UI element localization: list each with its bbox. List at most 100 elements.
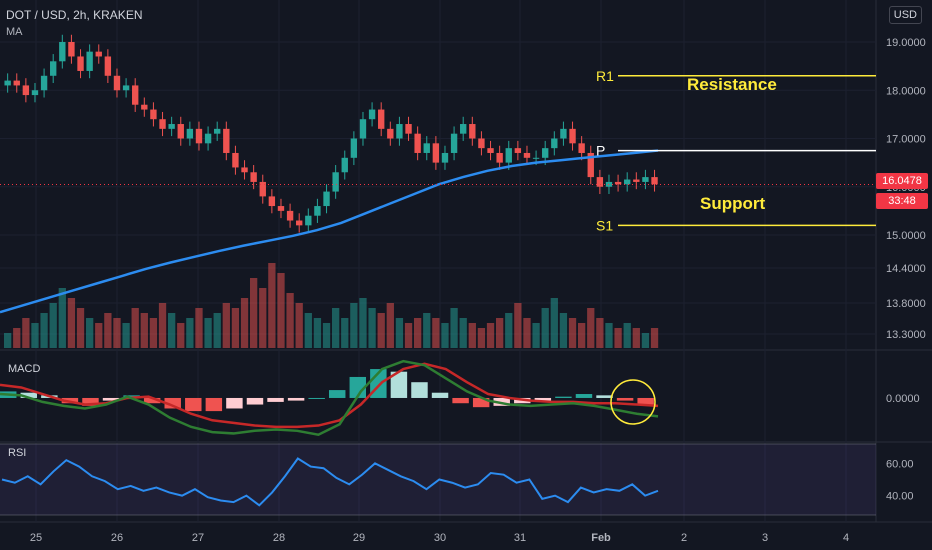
volume-bar <box>204 318 212 348</box>
candle-body <box>496 152 503 163</box>
candle-body <box>59 42 66 62</box>
candle-body <box>614 181 622 185</box>
candle-body <box>414 133 421 153</box>
level-label-p: P <box>596 143 605 159</box>
last-price-tag: 16.0478 <box>876 173 928 189</box>
volume-bar <box>95 323 103 348</box>
price-tick-label: 18.0000 <box>886 85 926 97</box>
volume-bar <box>31 323 39 348</box>
candle-body <box>86 51 93 71</box>
macd-histogram-bar <box>329 390 346 398</box>
volume-bar <box>4 333 12 348</box>
volume-bar <box>414 318 422 348</box>
level-label-r1: R1 <box>596 68 614 84</box>
indicator-label-ma[interactable]: MA <box>6 26 23 38</box>
rsi-line <box>1 457 659 507</box>
volume-bar <box>559 313 568 348</box>
candle-body <box>551 138 558 149</box>
volume-bar <box>259 288 267 348</box>
volume-bar <box>541 308 549 348</box>
macd-histogram-bar <box>164 397 181 409</box>
candle-body <box>268 196 276 207</box>
candle-body <box>642 177 649 182</box>
macd-histogram-bar <box>596 395 613 398</box>
currency-button[interactable]: USD <box>888 6 922 24</box>
candle-body <box>341 157 348 173</box>
candle-body <box>13 80 20 86</box>
candle-body <box>259 181 266 197</box>
volume-bar <box>58 288 66 348</box>
candle-body <box>296 220 303 226</box>
volume-bar <box>404 323 413 348</box>
candle-body <box>305 215 312 226</box>
candle-body <box>159 119 166 129</box>
time-tick-label: 28 <box>273 532 285 544</box>
candle-body <box>277 206 285 211</box>
rsi-label: RSI <box>8 447 26 459</box>
volume-bar <box>131 308 139 348</box>
time-tick-label: Feb <box>591 532 611 544</box>
candle-body <box>469 124 476 139</box>
candle-body <box>560 128 567 139</box>
candle-body <box>250 172 257 182</box>
volume-bar <box>40 313 48 348</box>
candle-body <box>332 172 339 192</box>
candle-body <box>113 75 121 91</box>
time-tick-label: 4 <box>843 532 849 544</box>
macd-histogram-bar <box>143 397 161 404</box>
macd-histogram-bar <box>102 397 120 401</box>
price-tick-label: 14.4000 <box>886 263 926 275</box>
macd-histogram-bar <box>431 392 449 398</box>
volume-bar <box>149 318 158 348</box>
volume-bar <box>286 293 294 348</box>
candle-body <box>460 124 467 134</box>
volume-bar <box>140 313 148 348</box>
macd-histogram-bar <box>20 392 38 398</box>
volume-bar <box>122 323 130 348</box>
candle-body <box>523 152 531 158</box>
candle-body <box>378 109 385 129</box>
candle-body <box>396 124 403 139</box>
time-tick-label: 31 <box>514 532 526 544</box>
macd-histogram-bar <box>308 397 325 399</box>
macd-histogram-bar <box>267 397 284 402</box>
candle-body <box>578 143 585 153</box>
candle-body <box>387 128 394 139</box>
candle-body <box>177 124 184 139</box>
candle-body <box>141 104 148 110</box>
volume-bar <box>350 303 358 348</box>
price-tick-label: 13.3000 <box>886 329 926 341</box>
candle-body <box>204 133 212 144</box>
candle-body <box>132 85 139 105</box>
volume-bar <box>322 323 331 348</box>
candle-body <box>478 138 485 149</box>
candle-body <box>350 138 358 158</box>
volume-bar <box>596 318 604 348</box>
bar-countdown-tag: 33:48 <box>876 193 928 209</box>
time-tick-label: 3 <box>762 532 768 544</box>
rsi-tick-label: 60.00 <box>886 458 914 470</box>
candle-body <box>314 206 321 216</box>
moving-average-line <box>0 149 659 314</box>
volume-bar <box>295 303 303 348</box>
volume-bar <box>505 313 513 348</box>
volume-bar <box>632 328 640 348</box>
macd-tick-label: 0.0000 <box>886 393 920 405</box>
candle-body <box>596 177 604 187</box>
volume-bar <box>104 313 112 348</box>
macd-histogram-bar <box>205 397 223 412</box>
volume-bar <box>359 298 367 348</box>
volume-bar <box>532 323 540 348</box>
candle-body <box>542 148 549 158</box>
volume-bar <box>423 313 431 348</box>
volume-bar <box>605 323 613 348</box>
candle-body <box>68 42 75 57</box>
candle-body <box>624 179 631 185</box>
volume-bar <box>587 308 595 348</box>
candle-body <box>95 51 102 57</box>
volume-bar <box>641 333 650 348</box>
volume-bar <box>13 328 21 348</box>
candle-body <box>22 85 30 96</box>
volume-bar <box>231 308 240 348</box>
candle-body <box>405 124 412 134</box>
